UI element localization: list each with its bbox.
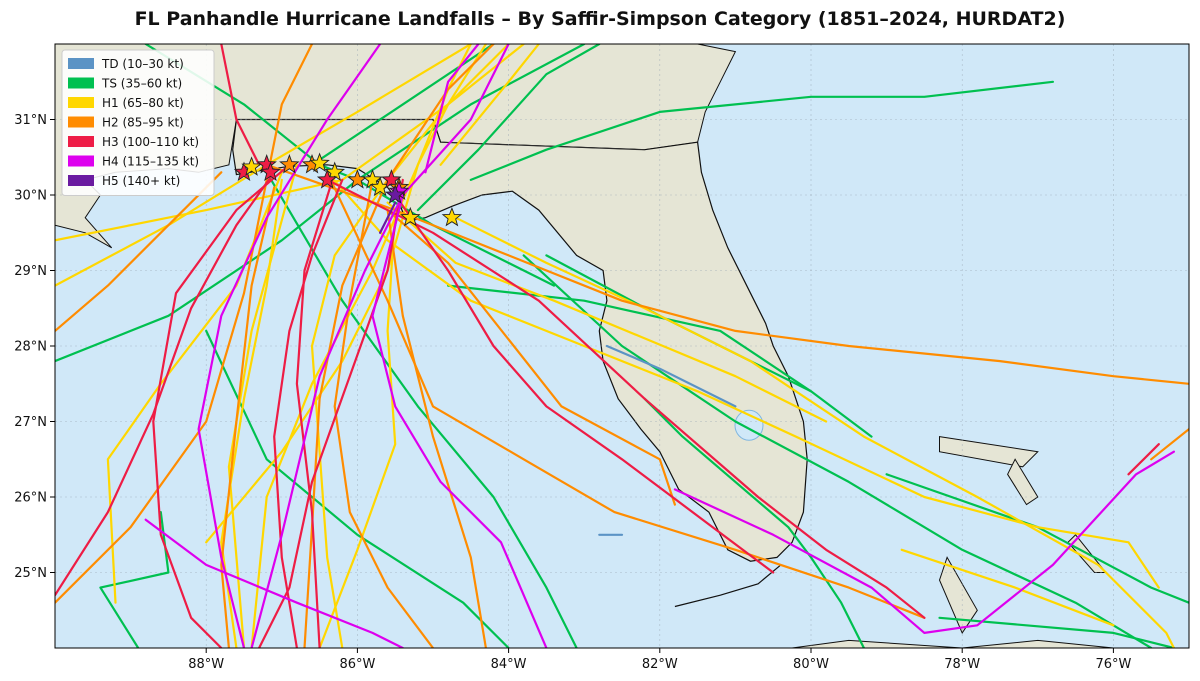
track-h1 bbox=[386, 201, 828, 423]
land-bahamas-island bbox=[1007, 458, 1039, 506]
y-tick-label: 26°N bbox=[14, 491, 47, 506]
track-ts bbox=[885, 473, 1189, 604]
landfall-star-h1 bbox=[241, 156, 262, 176]
track-ts bbox=[643, 397, 866, 648]
legend-swatch bbox=[68, 58, 94, 69]
legend-label: H3 (100–110 kt) bbox=[102, 135, 199, 149]
category-legend: TD (10–30 kt) TS (35–60 kt) H1 (65–80 kt) H… bbox=[61, 49, 215, 196]
legend-swatch bbox=[68, 155, 94, 167]
land-cuba bbox=[493, 639, 1114, 648]
track-h4 bbox=[673, 450, 1176, 635]
hurricane-tracks bbox=[55, 44, 1189, 648]
landfall-markers bbox=[233, 152, 463, 227]
track-h4 bbox=[424, 44, 480, 174]
y-tick-label: 27°N bbox=[14, 415, 47, 430]
x-tick-label: 78°W bbox=[944, 657, 980, 672]
legend-swatch bbox=[68, 175, 94, 186]
track-h3 bbox=[55, 171, 276, 597]
landfall-star-h3 bbox=[316, 169, 338, 189]
map-title: FL Panhandle Hurricane Landfalls – By Sa… bbox=[134, 8, 1066, 30]
track-h1 bbox=[310, 44, 510, 648]
land-bahamas-island bbox=[939, 436, 1039, 468]
x-tick-label: 86°W bbox=[339, 657, 375, 672]
landfall-star-h1 bbox=[400, 206, 421, 227]
legend-label: H5 (140+ kt) bbox=[102, 174, 180, 188]
landfall-star-h1 bbox=[324, 161, 346, 182]
y-tick-label: 30°N bbox=[14, 189, 47, 204]
track-h3 bbox=[295, 171, 336, 648]
x-tick-label: 84°W bbox=[491, 657, 527, 672]
landfall-star-h1 bbox=[441, 206, 463, 227]
graticule bbox=[55, 44, 1189, 648]
longitude-ticks: 88°W 86°W 84°W 82°W 80°W 78°W 76°W bbox=[188, 648, 1131, 672]
track-h4 bbox=[250, 193, 404, 648]
state-border bbox=[440, 141, 645, 151]
track-h2 bbox=[265, 163, 1189, 385]
track-h2 bbox=[326, 171, 926, 619]
latitude-ticks: 25°N 26°N 27°N 28°N 29°N 30°N 31°N bbox=[14, 113, 55, 581]
legend-box bbox=[61, 49, 215, 196]
track-h3 bbox=[220, 44, 261, 166]
track-ts bbox=[522, 254, 1153, 648]
track-h4 bbox=[371, 193, 548, 648]
track-h3 bbox=[273, 178, 344, 648]
track-ts bbox=[205, 329, 510, 648]
legend-label: TD (10–30 kt) bbox=[101, 57, 184, 71]
track-h2 bbox=[386, 209, 487, 648]
landfall-star-h1 bbox=[309, 152, 330, 173]
track-ts bbox=[55, 44, 586, 363]
legend-swatch bbox=[68, 97, 94, 108]
track-h2 bbox=[333, 178, 435, 648]
track-h1 bbox=[318, 209, 397, 648]
x-tick-label: 80°W bbox=[793, 657, 829, 672]
track-ts bbox=[469, 80, 1055, 181]
legend-label: TS (35–60 kt) bbox=[101, 77, 182, 91]
track-h2 bbox=[55, 44, 314, 604]
track-h2 bbox=[386, 209, 677, 506]
track-td bbox=[605, 344, 737, 408]
track-h4 bbox=[197, 44, 382, 648]
track-h3 bbox=[1127, 443, 1160, 476]
y-tick-label: 25°N bbox=[14, 566, 47, 581]
y-tick-label: 31°N bbox=[14, 113, 47, 128]
track-h1 bbox=[439, 44, 540, 166]
track-h2 bbox=[220, 186, 276, 648]
y-tick-label: 29°N bbox=[14, 264, 47, 279]
land-florida-keys bbox=[674, 564, 782, 608]
landfall-star-h3 bbox=[260, 161, 281, 182]
track-h2 bbox=[55, 171, 223, 332]
track-h4 bbox=[144, 518, 404, 648]
landfall-star-h5 bbox=[384, 184, 406, 204]
legend-swatch bbox=[68, 136, 94, 147]
x-tick-label: 76°W bbox=[1095, 657, 1131, 672]
track-h1 bbox=[227, 163, 298, 648]
x-tick-label: 82°W bbox=[642, 657, 678, 672]
track-h3 bbox=[152, 163, 291, 648]
legend-swatch bbox=[68, 116, 94, 128]
track-ts bbox=[416, 44, 601, 212]
track-h1 bbox=[454, 216, 1176, 648]
land-florida bbox=[232, 118, 808, 562]
track-ts bbox=[447, 284, 813, 393]
track-h1 bbox=[326, 171, 1160, 589]
legend-label: H2 (85–95 kt) bbox=[102, 116, 184, 130]
track-h3 bbox=[326, 178, 926, 619]
y-tick-label: 28°N bbox=[14, 340, 47, 355]
landfall-star-h2 bbox=[279, 154, 300, 174]
legend-label: H1 (65–80 kt) bbox=[102, 96, 184, 110]
track-ts bbox=[938, 616, 1176, 648]
track-h5 bbox=[379, 201, 397, 234]
landfall-star-h1 bbox=[362, 169, 383, 189]
track-h3 bbox=[394, 193, 775, 574]
track-h1 bbox=[900, 548, 1115, 627]
legend-swatch bbox=[68, 77, 94, 89]
landfall-star-h3 bbox=[381, 169, 402, 189]
x-tick-label: 88°W bbox=[188, 657, 224, 672]
legend-label: H4 (115–135 kt) bbox=[102, 155, 199, 169]
land-bahamas-island bbox=[938, 556, 978, 634]
track-h2 bbox=[1150, 428, 1189, 461]
